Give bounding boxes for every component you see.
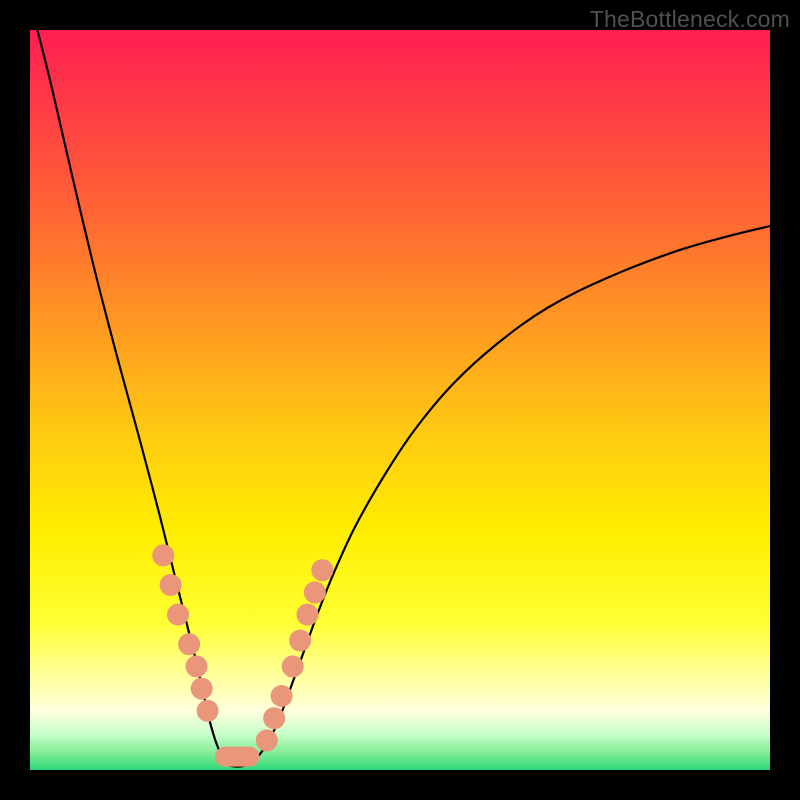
marker-dot <box>167 604 189 626</box>
marker-dot <box>297 604 319 626</box>
marker-dot <box>178 633 200 655</box>
watermark-text: TheBottleneck.com <box>590 6 790 33</box>
marker-dot <box>186 655 208 677</box>
marker-dot <box>197 700 219 722</box>
bottleneck-chart: TheBottleneck.com <box>0 0 800 800</box>
marker-dot <box>256 729 278 751</box>
marker-dot <box>152 544 174 566</box>
plot-background <box>30 30 770 770</box>
marker-pill <box>215 747 259 767</box>
marker-dot <box>289 630 311 652</box>
marker-dot <box>271 685 293 707</box>
marker-dot <box>304 581 326 603</box>
marker-dot <box>160 574 182 596</box>
marker-dot <box>282 655 304 677</box>
chart-svg <box>0 0 800 800</box>
marker-dot <box>263 707 285 729</box>
marker-dot <box>191 678 213 700</box>
marker-dot <box>311 559 333 581</box>
